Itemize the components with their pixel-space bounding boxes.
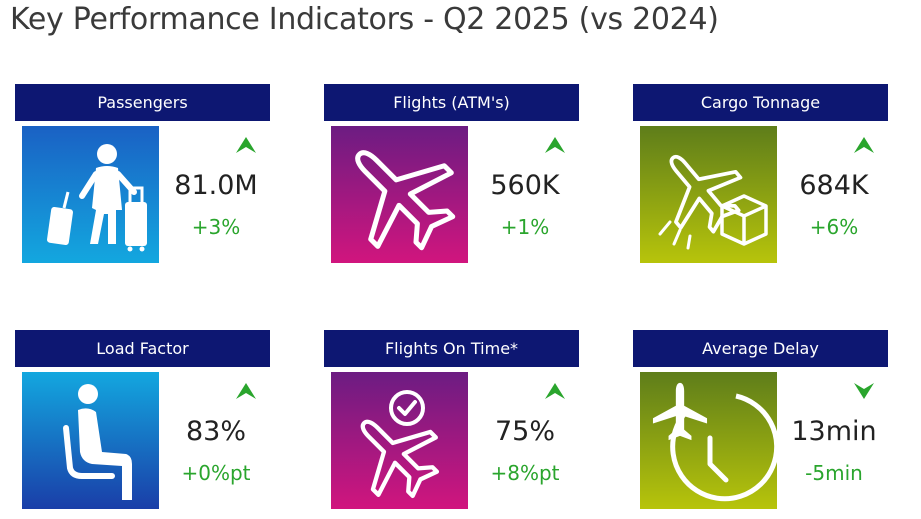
kpi-card-average-delay: Average Delay 13min -5min bbox=[633, 330, 888, 510]
kpi-card-flights-on-time: Flights On Time* 75% +8%pt bbox=[324, 330, 579, 510]
cargo-plane-box-icon bbox=[658, 154, 768, 250]
traveler-with-luggage-icon bbox=[46, 144, 147, 252]
kpi-change: +0%pt bbox=[181, 461, 251, 485]
kpi-card-passengers: Passengers 81.0M +3% bbox=[15, 84, 270, 264]
seated-passenger-icon bbox=[63, 384, 132, 500]
trend-up-icon bbox=[540, 136, 570, 158]
kpi-label: Passengers bbox=[15, 84, 270, 121]
kpi-change: +8%pt bbox=[490, 461, 560, 485]
kpi-value: 13min bbox=[791, 416, 877, 447]
kpi-label: Flights On Time* bbox=[324, 330, 579, 367]
kpi-change: -5min bbox=[805, 461, 863, 485]
kpi-icon-tile bbox=[22, 126, 159, 263]
kpi-label: Load Factor bbox=[15, 330, 270, 367]
kpi-card-flights: Flights (ATM's) 560K +1% bbox=[324, 84, 579, 264]
plane-clock-icon bbox=[652, 382, 777, 502]
airplane-on-time-icon bbox=[360, 390, 440, 499]
trend-up-icon bbox=[540, 382, 570, 404]
kpi-card-cargo: Cargo Tonnage 684K +6% bbox=[633, 84, 888, 264]
kpi-value: 560K bbox=[490, 170, 560, 201]
kpi-value: 75% bbox=[494, 416, 555, 447]
trend-up-icon bbox=[849, 136, 879, 158]
trend-up-icon bbox=[231, 382, 261, 404]
kpi-change: +1% bbox=[500, 215, 550, 239]
kpi-icon-tile bbox=[640, 126, 777, 263]
airplane-icon bbox=[355, 150, 456, 251]
kpi-value: 83% bbox=[185, 416, 246, 447]
kpi-label: Average Delay bbox=[633, 330, 888, 367]
kpi-label: Flights (ATM's) bbox=[324, 84, 579, 121]
kpi-card-load-factor: Load Factor 83% +0%pt bbox=[15, 330, 270, 510]
trend-up-icon bbox=[231, 136, 261, 158]
kpi-label: Cargo Tonnage bbox=[633, 84, 888, 121]
kpi-icon-tile bbox=[331, 372, 468, 509]
kpi-icon-tile bbox=[640, 372, 777, 509]
kpi-icon-tile bbox=[22, 372, 159, 509]
trend-down-icon bbox=[849, 382, 879, 404]
kpi-value: 81.0M bbox=[174, 170, 258, 201]
kpi-change: +6% bbox=[809, 215, 859, 239]
kpi-value: 684K bbox=[799, 170, 869, 201]
page-title: Key Performance Indicators - Q2 2025 (vs… bbox=[10, 2, 719, 37]
kpi-change: +3% bbox=[191, 215, 241, 239]
kpi-icon-tile bbox=[331, 126, 468, 263]
